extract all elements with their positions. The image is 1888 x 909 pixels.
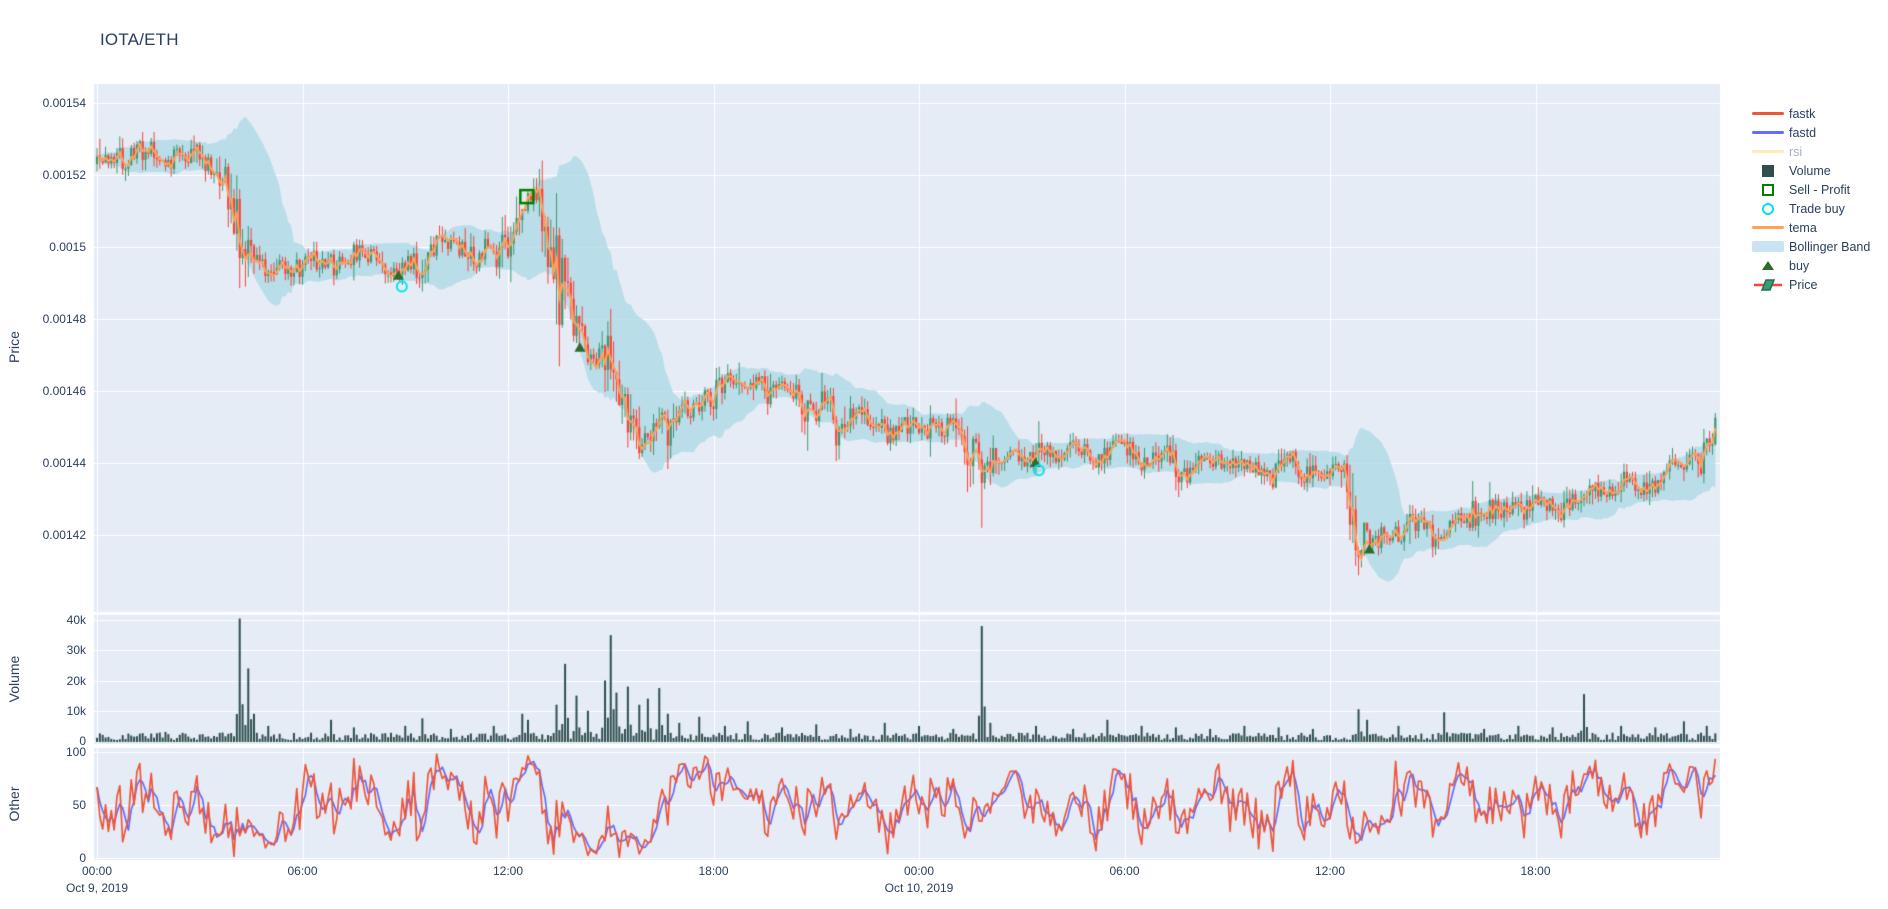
legend-item-volume[interactable]: Volume xyxy=(1747,161,1870,180)
legend-item-label: fastk xyxy=(1789,106,1816,121)
page-title: IOTA/ETH xyxy=(100,30,179,49)
legend-item-fastd[interactable]: fastd xyxy=(1747,123,1870,142)
legend-item-bollinger-band[interactable]: Bollinger Band xyxy=(1747,237,1870,256)
volume-legend-icon xyxy=(1747,164,1789,177)
legend-item-label: Trade buy xyxy=(1789,201,1845,216)
x-tick-label: 18:00 xyxy=(1520,864,1551,878)
legend-item-sell-profit[interactable]: Sell - Profit xyxy=(1747,180,1870,199)
x-tick-label: 00:00 xyxy=(81,864,113,878)
tema-legend-icon xyxy=(1747,226,1789,229)
legend-item-trade-buy[interactable]: Trade buy xyxy=(1747,199,1870,218)
legend-item-tema[interactable]: tema xyxy=(1747,218,1870,237)
x-date-label: Oct 10, 2019 xyxy=(884,881,954,895)
trade-buy-legend-icon xyxy=(1747,202,1789,215)
legend-item-label: Bollinger Band xyxy=(1789,239,1871,254)
x-date-label: Oct 9, 2019 xyxy=(65,881,129,895)
legend-item-rsi[interactable]: rsi xyxy=(1747,142,1870,161)
price-axis-title: Price xyxy=(6,331,22,363)
price-tick-label: 0.0015 xyxy=(49,240,86,254)
x-tick-label: 00:00 xyxy=(903,864,935,878)
buy-legend-icon xyxy=(1747,261,1789,270)
legend-item-buy[interactable]: buy xyxy=(1747,256,1870,275)
legend-item-label: Volume xyxy=(1789,163,1831,178)
bollinger-band-legend-icon xyxy=(1747,241,1789,252)
legend-item-price[interactable]: Price xyxy=(1747,275,1870,294)
other-tick-label: 50 xyxy=(72,798,86,812)
volume-tick-label: 0 xyxy=(79,734,86,748)
price-tick-label: 0.00144 xyxy=(42,456,86,470)
x-tick-label: 06:00 xyxy=(287,864,318,878)
volume-tick-label: 40k xyxy=(66,613,86,627)
sell-profit-legend-icon xyxy=(1747,183,1789,196)
price-tick-label: 0.00154 xyxy=(42,96,86,110)
legend-item-fastk[interactable]: fastk xyxy=(1747,104,1870,123)
price-tick-label: 0.00148 xyxy=(42,312,86,326)
x-tick-label: 06:00 xyxy=(1109,864,1140,878)
x-tick-label: 18:00 xyxy=(698,864,729,878)
legend-item-label: fastd xyxy=(1789,125,1817,140)
price-tick-label: 0.00146 xyxy=(42,384,86,398)
legend-item-label: tema xyxy=(1789,220,1817,235)
fastd-legend-icon xyxy=(1747,131,1789,134)
legend-item-label: rsi xyxy=(1789,144,1803,159)
volume-tick-label: 30k xyxy=(66,643,86,658)
other-tick-label: 100 xyxy=(65,745,86,759)
rsi-legend-icon xyxy=(1747,150,1789,153)
other-tick-label: 0 xyxy=(79,851,86,865)
price-legend-icon xyxy=(1747,278,1789,292)
fastk-legend-icon xyxy=(1747,112,1789,115)
volume-tick-label: 10k xyxy=(66,703,86,718)
legend: fastk fastd rsi Volume Sell - Profit Trade bu… xyxy=(1747,104,1870,294)
price-tick-label: 0.00152 xyxy=(42,168,86,182)
price-tick-label: 0.00142 xyxy=(42,528,86,542)
x-tick-label: 12:00 xyxy=(1314,864,1346,878)
legend-item-label: buy xyxy=(1789,258,1810,273)
legend-item-label: Price xyxy=(1789,277,1818,292)
legend-item-label: Sell - Profit xyxy=(1789,182,1851,197)
x-tick-label: 12:00 xyxy=(492,864,524,878)
volume-tick-label: 20k xyxy=(66,673,86,688)
